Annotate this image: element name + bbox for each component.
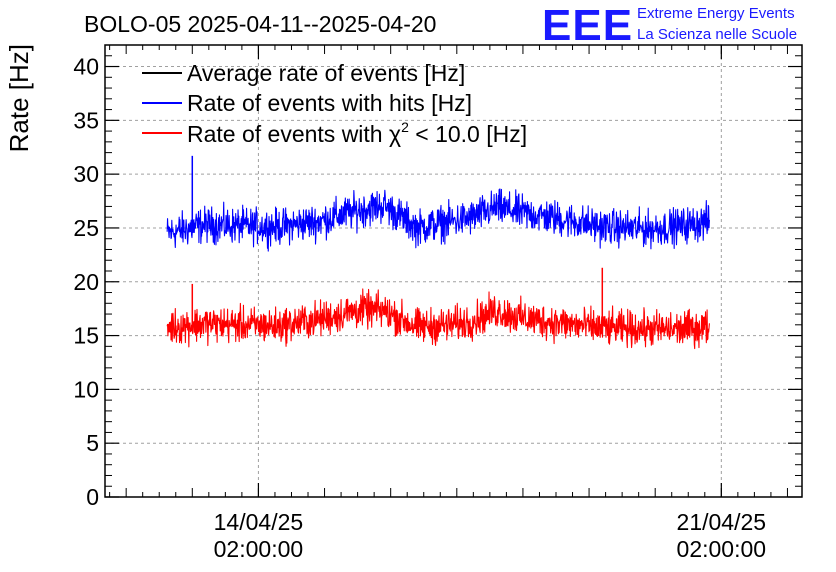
- plot-frame: [104, 44, 803, 498]
- x-tick-label-date: 14/04/25: [214, 509, 304, 535]
- grid-lines: [105, 45, 802, 497]
- chart-title: BOLO-05 2025-04-11--2025-04-20: [84, 11, 436, 37]
- legend-label-chi2-sup: 2: [401, 119, 409, 135]
- eee-logo: EEE Extreme Energy Events La Scienza nel…: [542, 1, 797, 50]
- y-axis-label: Rate [Hz]: [4, 44, 34, 152]
- eee-logo-line1: Extreme Energy Events: [637, 5, 795, 22]
- x-tick-label-time: 02:00:00: [677, 536, 767, 562]
- y-tick-label: 0: [86, 484, 99, 510]
- series-layer: [166, 155, 710, 350]
- eee-logo-line2: La Scienza nelle Scuole: [637, 26, 797, 43]
- y-tick-label: 15: [73, 323, 99, 349]
- series-chi2-line: [166, 288, 710, 350]
- y-tick-label: 40: [73, 54, 99, 80]
- x-tick-label-date: 21/04/25: [677, 509, 767, 535]
- axes: 051015202530354014/04/2502:00:0021/04/25…: [73, 45, 802, 562]
- y-tick-label: 25: [73, 215, 99, 241]
- legend: Average rate of events [Hz] Rate of even…: [142, 60, 527, 147]
- y-tick-label: 5: [86, 430, 99, 456]
- legend-label-chi2: Rate of events with χ2 < 10.0 [Hz]: [187, 119, 527, 147]
- y-tick-label: 20: [73, 269, 99, 295]
- legend-label-chi2-pre: Rate of events with: [187, 121, 389, 147]
- legend-label-chi2-post: < 10.0 [Hz]: [409, 121, 527, 147]
- legend-label-chi2-symbol: χ: [389, 121, 401, 147]
- y-tick-label: 30: [73, 161, 99, 187]
- legend-label-hits: Rate of events with hits [Hz]: [187, 90, 472, 116]
- eee-logo-mark: EEE: [542, 1, 633, 50]
- legend-label-avg: Average rate of events [Hz]: [187, 60, 465, 86]
- y-tick-label: 35: [73, 107, 99, 133]
- x-tick-label-time: 02:00:00: [214, 536, 304, 562]
- y-tick-label: 10: [73, 376, 99, 402]
- series-hits-line: [166, 188, 710, 252]
